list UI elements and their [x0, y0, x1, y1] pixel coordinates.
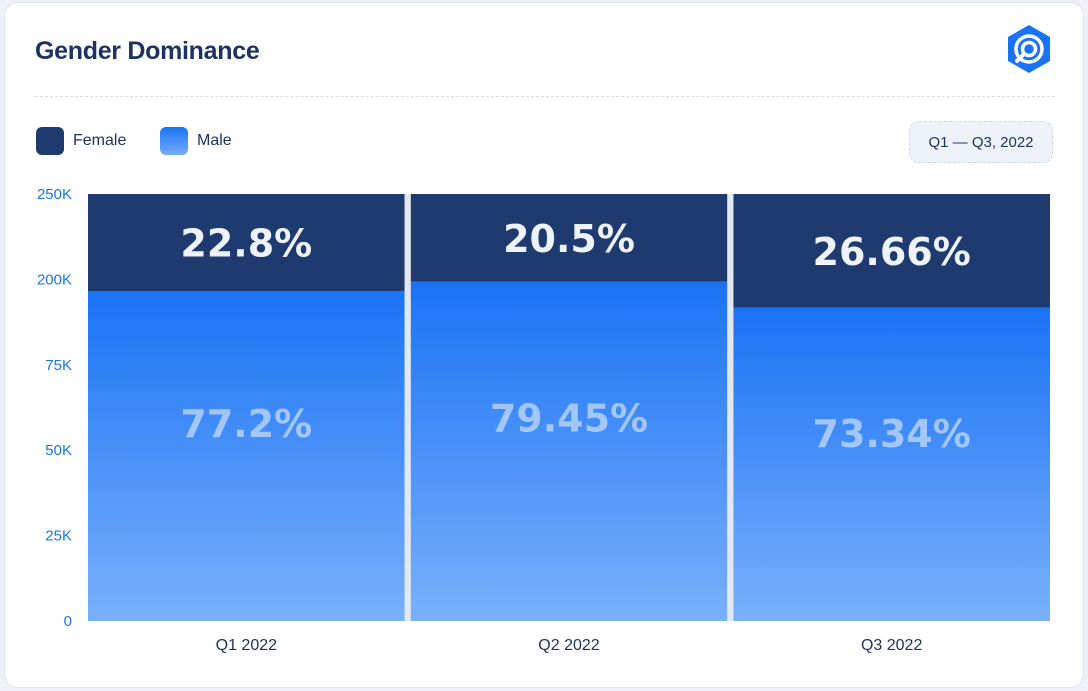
y-tick-label: 0	[64, 613, 72, 630]
x-tick-label: Q3 2022	[861, 637, 922, 654]
y-tick-label: 50K	[45, 442, 72, 459]
bar-male	[88, 291, 405, 621]
legend-label-male: Male	[197, 132, 232, 149]
data-label-male: 79.45%	[490, 396, 648, 440]
bar-female	[733, 194, 1050, 308]
legend-swatch-male	[160, 127, 188, 155]
bar-male	[733, 307, 1050, 621]
legend-label-female: Female	[73, 132, 127, 149]
header-divider	[35, 96, 1055, 97]
bar-female	[88, 194, 405, 292]
y-tick-label: 200K	[37, 271, 72, 288]
bar-male	[410, 281, 728, 621]
data-label-male: 77.2%	[180, 402, 312, 446]
chart-title: Gender Dominance	[35, 37, 260, 65]
legend-item-female[interactable]: Female	[36, 127, 126, 155]
data-label-female: 26.66%	[813, 230, 971, 274]
data-label-female: 22.8%	[180, 222, 312, 266]
bar-female	[410, 194, 728, 282]
y-tick-label: 250K	[37, 186, 72, 203]
x-tick-label: Q2 2022	[538, 637, 599, 654]
brand-logo-icon	[1008, 25, 1050, 73]
y-tick-label: 75K	[45, 357, 72, 374]
period-selector[interactable]: Q1 — Q3, 2022	[909, 121, 1053, 163]
legend-item-male[interactable]: Male	[160, 127, 232, 155]
legend-swatch-female	[36, 127, 64, 155]
x-tick-label: Q1 2022	[216, 637, 277, 654]
data-label-male: 73.34%	[813, 412, 971, 456]
y-tick-label: 25K	[45, 528, 72, 545]
data-label-female: 20.5%	[503, 217, 635, 261]
